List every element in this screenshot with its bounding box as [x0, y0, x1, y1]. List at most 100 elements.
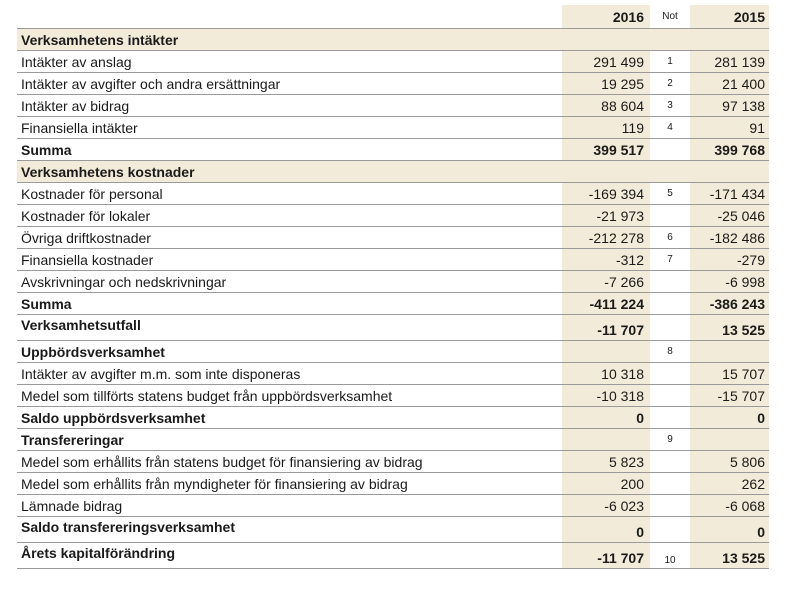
value-2015: 281 139 [690, 51, 769, 72]
row-label: Uppbördsverksamhet [21, 343, 165, 360]
table-row: Lämnade bidrag -6 023 -6 068 [17, 495, 769, 517]
value-2016: 5 823 [562, 451, 650, 472]
note-ref [650, 139, 690, 160]
note-ref [650, 451, 690, 472]
table-row: Kostnader för lokaler -21 973 -25 046 [17, 205, 769, 227]
row-label: Summa [21, 295, 72, 312]
table-row: Årets kapitalförändring -11 707 10 13 525 [17, 543, 769, 569]
value-2015: 13 525 [690, 543, 769, 568]
value-2015: -25 046 [690, 205, 769, 226]
note-ref [650, 495, 690, 516]
table-row: Övriga driftkostnader -212 278 6 -182 486 [17, 227, 769, 249]
value-2015 [690, 429, 769, 450]
value-2016: 291 499 [562, 51, 650, 72]
value-2016: -411 224 [562, 293, 650, 314]
table-row: Transfereringar 9 [17, 429, 769, 451]
row-label: Årets kapitalförändring [21, 545, 176, 561]
value-2015: -182 486 [690, 227, 769, 248]
table-row: Verksamhetsutfall -11 707 13 525 [17, 315, 769, 341]
row-label: Verksamhetens intäkter [21, 31, 179, 48]
value-2015: -386 243 [690, 293, 769, 314]
value-2016: -169 394 [562, 183, 650, 204]
note-ref: 9 [667, 434, 673, 445]
table-row: Medel som tillförts statens budget från … [17, 385, 769, 407]
column-header-2015: 2015 [690, 5, 769, 28]
note-ref: 2 [667, 78, 673, 89]
table-row: Saldo transfereringsverksamhet 0 0 [17, 517, 769, 543]
row-label: Övriga driftkostnader [21, 229, 151, 246]
row-label: Saldo transfereringsverksamhet [21, 519, 235, 535]
value-2016: 88 604 [562, 95, 650, 116]
value-2016: -21 973 [562, 205, 650, 226]
value-2016: -11 707 [562, 315, 650, 340]
row-label: Kostnader för personal [21, 185, 163, 202]
table-row: Finansiella kostnader -312 7 -279 [17, 249, 769, 271]
row-label: Saldo uppbördsverksamhet [21, 409, 206, 426]
value-2016: -212 278 [562, 227, 650, 248]
table-row: Avskrivningar och nedskrivningar -7 266 -6… [17, 271, 769, 293]
value-2016: 10 318 [562, 363, 650, 384]
column-header-note: Not [662, 11, 678, 22]
row-label: Lämnade bidrag [21, 497, 123, 514]
note-ref: 7 [667, 254, 673, 265]
note-ref [650, 161, 690, 182]
table-row: Uppbördsverksamhet 8 [17, 341, 769, 363]
value-2015: 97 138 [690, 95, 769, 116]
table-row: Intäkter av anslag 291 499 1 281 139 [17, 51, 769, 73]
row-label: Intäkter av anslag [21, 53, 132, 70]
header-label-cell [17, 5, 562, 28]
row-label: Verksamhetens kostnader [21, 163, 195, 180]
value-2016: -312 [562, 249, 650, 270]
table-row: Intäkter av bidrag 88 604 3 97 138 [17, 95, 769, 117]
note-ref: 3 [667, 100, 673, 111]
note-ref [650, 363, 690, 384]
row-label: Verksamhetsutfall [21, 317, 141, 333]
note-ref [650, 271, 690, 292]
note-ref [650, 29, 690, 50]
row-label: Finansiella kostnader [21, 251, 154, 268]
row-label: Intäkter av bidrag [21, 97, 130, 114]
table-row: Medel som erhållits från myndigheter för… [17, 473, 769, 495]
note-ref [650, 407, 690, 428]
value-2016: -11 707 [562, 543, 650, 568]
note-ref [650, 205, 690, 226]
value-2016: 0 [562, 407, 650, 428]
value-2015: -171 434 [690, 183, 769, 204]
row-label: Medel som tillförts statens budget från … [21, 387, 393, 404]
value-2016 [562, 29, 650, 50]
value-2015 [690, 161, 769, 182]
note-ref [650, 293, 690, 314]
table-row: Verksamhetens intäkter [17, 29, 769, 51]
value-2015: 399 768 [690, 139, 769, 160]
row-label: Finansiella intäkter [21, 119, 138, 136]
table-row: Medel som erhållits från statens budget … [17, 451, 769, 473]
note-ref [650, 473, 690, 494]
income-statement-table: 2016 Not 2015 Verksamhetens intäkter Intä… [17, 5, 769, 569]
value-2016: -7 266 [562, 271, 650, 292]
note-ref [650, 385, 690, 406]
row-label: Medel som erhållits från statens budget … [21, 453, 423, 470]
value-2015: 0 [690, 407, 769, 428]
value-2016 [562, 341, 650, 362]
note-ref: 10 [664, 555, 676, 566]
table-body: Verksamhetens intäkter Intäkter av anslag… [17, 29, 769, 569]
value-2015: -6 998 [690, 271, 769, 292]
value-2016: 399 517 [562, 139, 650, 160]
table-row: Saldo uppbördsverksamhet 0 0 [17, 407, 769, 429]
value-2015: -279 [690, 249, 769, 270]
note-ref: 5 [667, 188, 673, 199]
note-ref [650, 517, 690, 542]
table-row: Summa 399 517 399 768 [17, 139, 769, 161]
value-2016: 200 [562, 473, 650, 494]
table-row: Summa -411 224 -386 243 [17, 293, 769, 315]
value-2015: 5 806 [690, 451, 769, 472]
value-2015: 21 400 [690, 73, 769, 94]
table-row: Kostnader för personal -169 394 5 -171 434 [17, 183, 769, 205]
value-2015: 91 [690, 117, 769, 138]
value-2015 [690, 29, 769, 50]
value-2015: 15 707 [690, 363, 769, 384]
row-label: Summa [21, 141, 72, 158]
note-ref: 6 [667, 232, 673, 243]
note-ref [650, 315, 690, 340]
value-2016: -6 023 [562, 495, 650, 516]
